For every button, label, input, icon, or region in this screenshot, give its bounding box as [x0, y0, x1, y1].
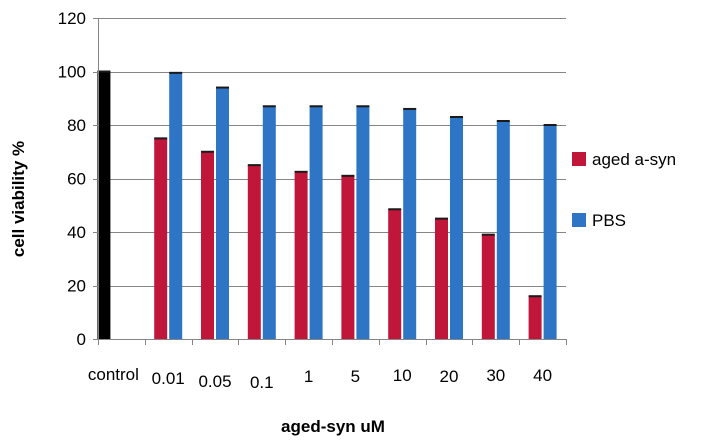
- y-tick-labels: 0 20 40 60 80 100 120: [58, 9, 86, 349]
- y-tick-label: 120: [58, 9, 86, 28]
- x-tick-labels: control 0.01 0.05 0.1 1 5 10 20 30 40: [88, 365, 552, 392]
- y-tick-label: 40: [67, 223, 86, 242]
- legend: aged a-syn PBS: [572, 150, 676, 230]
- bar-cap: [294, 170, 308, 173]
- bar-aged-a-syn-0.01: [154, 138, 168, 339]
- bar-cap: [247, 164, 261, 167]
- bar-cap: [169, 71, 183, 74]
- x-tick-label: 0.01: [152, 369, 185, 388]
- x-tick-label: 20: [440, 367, 459, 386]
- x-tick-label: 0.05: [198, 372, 231, 391]
- x-tick-label: control: [88, 365, 139, 384]
- axes: [93, 18, 567, 345]
- bar-aged-a-syn-30: [481, 234, 495, 339]
- legend-label: aged a-syn: [592, 150, 676, 169]
- bar-pbs-40: [543, 125, 557, 339]
- bar-pbs-20: [450, 116, 463, 339]
- bar-pbs-0.01: [169, 72, 183, 340]
- bar-cap: [154, 137, 168, 140]
- bar-aged-a-syn-0.05: [201, 151, 214, 339]
- bar-cap: [403, 107, 417, 110]
- bar-cap: [216, 86, 229, 89]
- legend-label: PBS: [592, 211, 626, 230]
- bar-cap: [201, 150, 214, 153]
- bar-cap: [388, 208, 402, 211]
- x-tick-label: 30: [486, 366, 505, 385]
- y-tick-label: 20: [67, 277, 86, 296]
- bar-cap: [528, 295, 542, 298]
- bar-cap: [262, 105, 276, 108]
- y-tick-label: 80: [67, 116, 86, 135]
- bar-aged-a-syn-1: [294, 171, 308, 339]
- bar-aged-a-syn-0.1: [247, 165, 261, 339]
- y-tick-label: 60: [67, 170, 86, 189]
- y-tick-label: 100: [58, 63, 86, 82]
- bar-cap: [341, 174, 355, 177]
- bars: [97, 70, 557, 340]
- bar-pbs-0.05: [216, 87, 229, 339]
- bar-pbs-30: [496, 120, 510, 339]
- x-tick-label: 40: [533, 366, 552, 385]
- x-tick-label: 10: [393, 366, 412, 385]
- bar-cap: [309, 105, 323, 108]
- x-tick-label: 0.1: [250, 373, 274, 392]
- bar-cap: [543, 124, 557, 126]
- bar-cap: [356, 105, 370, 108]
- y-axis-title: cell viability %: [9, 141, 28, 257]
- bar-pbs-0.1: [262, 106, 276, 340]
- x-tick-label: 5: [351, 367, 360, 386]
- bar-control-control: [97, 71, 111, 339]
- bar-aged-a-syn-5: [341, 175, 355, 339]
- bar-pbs-10: [403, 108, 417, 339]
- bar-pbs-1: [309, 106, 323, 340]
- bar-cap: [496, 119, 510, 122]
- y-tick-label: 0: [77, 330, 86, 349]
- bar-cap: [97, 70, 111, 73]
- x-tick-label: 1: [304, 367, 313, 386]
- bar-aged-a-syn-20: [435, 218, 448, 339]
- x-axis-title: aged-syn uM: [281, 417, 385, 436]
- bar-cap: [450, 115, 463, 118]
- bar-pbs-5: [356, 106, 370, 340]
- bar-cap: [481, 233, 495, 236]
- legend-swatch: [572, 152, 586, 166]
- legend-swatch: [572, 213, 586, 227]
- bar-aged-a-syn-10: [388, 209, 402, 339]
- bar-cap: [435, 217, 448, 220]
- gridlines: [98, 18, 566, 287]
- bar-aged-a-syn-40: [528, 296, 542, 339]
